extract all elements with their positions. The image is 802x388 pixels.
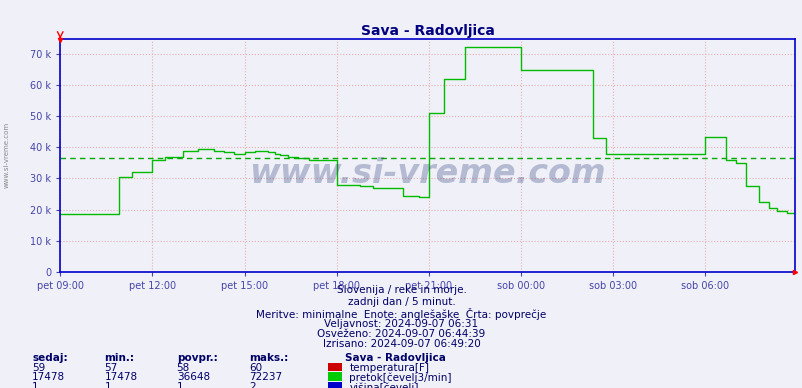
Text: višina[čevelj]: višina[čevelj]: [349, 382, 419, 388]
Text: 17478: 17478: [32, 372, 65, 383]
Text: 1: 1: [104, 382, 111, 388]
Text: www.si-vreme.com: www.si-vreme.com: [249, 157, 606, 191]
Text: 1: 1: [176, 382, 183, 388]
Text: 59: 59: [32, 363, 46, 373]
Text: www.si-vreme.com: www.si-vreme.com: [3, 122, 10, 188]
Text: 1: 1: [32, 382, 38, 388]
Text: 57: 57: [104, 363, 118, 373]
Text: 58: 58: [176, 363, 190, 373]
Text: povpr.:: povpr.:: [176, 353, 217, 363]
Text: Osveženo: 2024-09-07 06:44:39: Osveženo: 2024-09-07 06:44:39: [317, 329, 485, 339]
Text: Veljavnost: 2024-09-07 06:31: Veljavnost: 2024-09-07 06:31: [324, 319, 478, 329]
Text: min.:: min.:: [104, 353, 134, 363]
Text: pretok[čevelj3/min]: pretok[čevelj3/min]: [349, 372, 452, 383]
Text: 2: 2: [249, 382, 255, 388]
Text: maks.:: maks.:: [249, 353, 288, 363]
Text: 36648: 36648: [176, 372, 209, 383]
Text: temperatura[F]: temperatura[F]: [349, 363, 429, 373]
Text: 17478: 17478: [104, 372, 137, 383]
Text: Meritve: minimalne  Enote: anglešaške  Črta: povprečje: Meritve: minimalne Enote: anglešaške Črt…: [256, 308, 546, 320]
Text: Izrisano: 2024-09-07 06:49:20: Izrisano: 2024-09-07 06:49:20: [322, 339, 480, 349]
Text: zadnji dan / 5 minut.: zadnji dan / 5 minut.: [347, 297, 455, 307]
Title: Sava - Radovljica: Sava - Radovljica: [360, 24, 494, 38]
Text: sedaj:: sedaj:: [32, 353, 67, 363]
Text: Slovenija / reke in morje.: Slovenija / reke in morje.: [336, 285, 466, 295]
Text: Sava - Radovljica: Sava - Radovljica: [345, 353, 446, 363]
Text: 72237: 72237: [249, 372, 282, 383]
Text: 60: 60: [249, 363, 261, 373]
